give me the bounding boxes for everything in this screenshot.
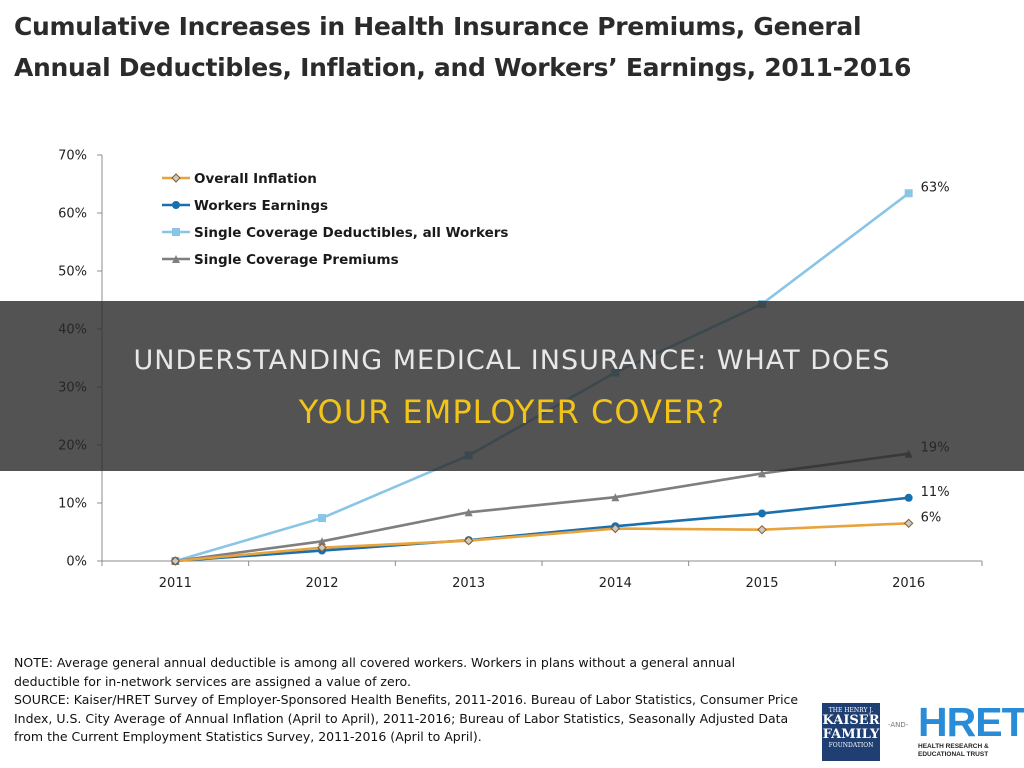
chart-title-line-2: Annual Deductibles, Inflation, and Worke… [14,53,912,82]
hret-logo-line: EDUCATIONAL TRUST [918,751,989,758]
legend-label: Single Coverage Premiums [194,252,399,268]
source-line: SOURCE: Kaiser/HRET Survey of Employer-S… [14,692,799,707]
x-tick-label: 2016 [892,576,925,591]
chart-title: Cumulative Increases in Health Insurance… [14,6,1014,88]
hret-logo: HRET HEALTH RESEARCH & EDUCATIONAL TRUST [918,699,1024,759]
data-point [610,523,621,534]
legend-swatch-marker [171,173,181,183]
kaiser-family-foundation-logo: THE HENRY J. KAISER FAMILY FOUNDATION [822,703,880,761]
footnotes: NOTE: Average general annual deductible … [14,654,814,747]
chart-title-line-1: Cumulative Increases in Health Insurance… [14,12,862,41]
banner-subheading: YOUR EMPLOYER COVER? [298,393,726,431]
data-point [758,469,766,478]
hret-logo-line: HEALTH RESEARCH & [918,743,989,750]
x-tick-label: 2014 [599,576,632,591]
x-tick-label: 2012 [305,576,338,591]
kff-logo-line: KAISER [822,713,880,728]
data-label: 11% [921,485,950,500]
data-point [318,514,326,523]
note-line: deductible for in-network services are a… [14,673,411,689]
legend-label: Workers Earnings [194,198,328,214]
legend-label: Overall Inflation [194,171,317,187]
data-point [464,508,473,517]
source-line: Index, U.S. City Average of Annual Infla… [14,710,789,726]
data-label: 63% [921,180,950,195]
y-tick-label: 50% [58,265,87,280]
note-line: NOTE: Average general annual deductible … [14,655,736,670]
y-tick-label: 10% [58,497,87,512]
data-label: 6% [921,510,942,525]
overlay-banner [0,301,1024,471]
data-point [317,542,327,553]
legend-swatch-marker [172,255,180,263]
series-line [175,522,909,563]
data-point [757,524,767,535]
x-tick-label: 2013 [452,576,485,591]
kff-logo-line: FAMILY [822,727,880,742]
x-tick-label: 2015 [745,576,778,591]
hret-logo-wordmark: HRET [918,699,1024,745]
legend-swatch-marker [172,228,180,236]
data-point [758,509,766,518]
data-point [903,518,914,529]
y-tick-label: 60% [58,207,87,222]
x-tick-label: 2011 [159,576,192,591]
data-point [170,556,181,566]
legend-label: Single Coverage Deductibles, all Workers [194,225,508,241]
y-tick-label: 70% [58,149,87,164]
legend-swatch-marker [172,201,180,209]
series-line [175,496,909,563]
kff-logo-line: FOUNDATION [828,742,874,749]
source-line: from the Current Employment Statistics S… [14,729,482,744]
data-point [611,493,620,502]
logo-and-separator: -AND- [888,721,909,729]
data-point [904,493,913,502]
data-point [463,535,474,546]
data-point [904,189,913,198]
y-tick-label: 0% [66,555,87,570]
data-point [318,537,326,546]
kff-logo-line: THE HENRY J. [828,707,874,714]
banner-heading: UNDERSTANDING MEDICAL INSURANCE: WHAT DO… [133,345,891,376]
